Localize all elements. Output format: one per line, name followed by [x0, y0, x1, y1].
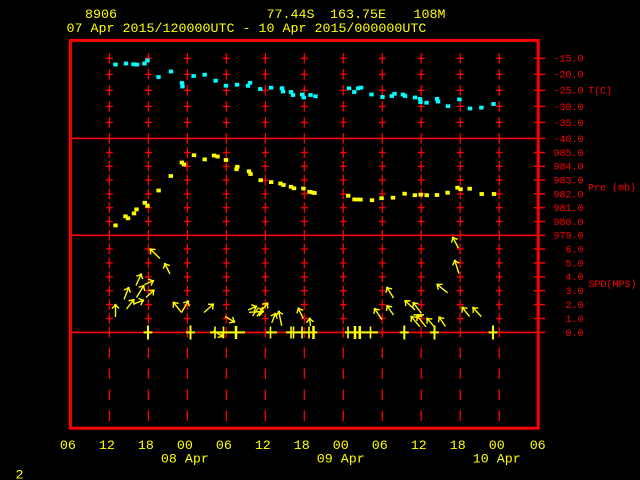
svg-text:06: 06	[372, 439, 388, 454]
svg-text:985.0: 985.0	[553, 149, 583, 160]
svg-text:1.0: 1.0	[565, 315, 583, 326]
svg-text:77.44S: 77.44S	[267, 8, 315, 23]
svg-text:5.0: 5.0	[565, 259, 583, 270]
svg-text:3.0: 3.0	[565, 287, 583, 298]
svg-text:981.0: 981.0	[553, 204, 583, 215]
svg-text:10 Apr: 10 Apr	[473, 453, 521, 468]
svg-text:06: 06	[60, 439, 76, 454]
svg-text:984.0: 984.0	[553, 163, 583, 174]
svg-text:09 Apr: 09 Apr	[317, 453, 365, 468]
svg-text:979.0: 979.0	[553, 232, 583, 243]
svg-text:8906: 8906	[85, 8, 117, 23]
svg-text:18: 18	[294, 439, 310, 454]
svg-text:00: 00	[489, 439, 505, 454]
svg-text:-25.0: -25.0	[553, 87, 583, 98]
svg-text:-35.0: -35.0	[553, 119, 583, 130]
svg-text:982.0: 982.0	[553, 190, 583, 201]
svg-text:-40.0: -40.0	[553, 135, 583, 146]
svg-text:T(C): T(C)	[588, 86, 612, 98]
svg-text:-30.0: -30.0	[553, 103, 583, 114]
svg-text:00: 00	[333, 439, 349, 454]
svg-text:6.0: 6.0	[565, 245, 583, 256]
svg-text:-15.0: -15.0	[553, 55, 583, 66]
svg-text:SPD(MPS): SPD(MPS)	[589, 279, 637, 291]
svg-text:00: 00	[177, 439, 193, 454]
svg-text:2: 2	[16, 469, 24, 480]
svg-text:-20.0: -20.0	[553, 71, 583, 82]
svg-text:12: 12	[99, 439, 115, 454]
svg-text:06: 06	[530, 439, 546, 454]
svg-text:0.0: 0.0	[565, 329, 583, 340]
svg-text:163.75E: 163.75E	[330, 8, 386, 23]
svg-text:18: 18	[450, 439, 466, 454]
svg-text:18: 18	[138, 439, 154, 454]
svg-text:07 Apr 2015/120000UTC - 10 Apr: 07 Apr 2015/120000UTC - 10 Apr 2015/0000…	[67, 22, 427, 37]
svg-text:12: 12	[255, 439, 271, 454]
svg-text:983.0: 983.0	[553, 177, 583, 188]
svg-text:108M: 108M	[414, 8, 446, 23]
svg-text:4.0: 4.0	[565, 273, 583, 284]
svg-text:Pre (mb): Pre (mb)	[588, 182, 636, 194]
svg-text:08 Apr: 08 Apr	[161, 453, 209, 468]
svg-text:2.0: 2.0	[565, 301, 583, 312]
svg-text:980.0: 980.0	[553, 218, 583, 229]
svg-text:12: 12	[411, 439, 427, 454]
svg-text:06: 06	[216, 439, 232, 454]
